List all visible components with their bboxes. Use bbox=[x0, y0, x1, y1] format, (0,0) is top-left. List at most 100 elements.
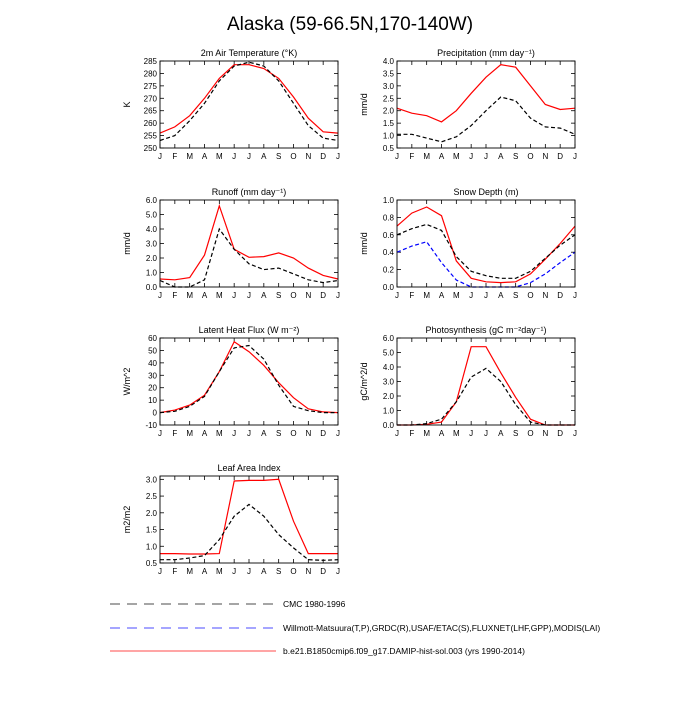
x-tick-label: M bbox=[186, 567, 193, 576]
series-line-3 bbox=[396, 241, 576, 288]
y-tick-label: 1.5 bbox=[146, 526, 158, 535]
plot-frame bbox=[396, 199, 576, 288]
x-tick-label: M bbox=[216, 152, 223, 161]
x-tick-label: N bbox=[305, 567, 311, 576]
x-tick-label: D bbox=[320, 152, 326, 161]
x-tick-label: S bbox=[276, 152, 281, 161]
x-tick-label: S bbox=[513, 429, 518, 438]
y-tick-label: 2.0 bbox=[146, 254, 158, 263]
series-line-1 bbox=[159, 64, 339, 134]
x-tick-label: A bbox=[439, 291, 445, 300]
x-tick-label: F bbox=[409, 291, 414, 300]
chart-panel-7: Leaf Area Index m2/m2 0.5 1.0 1.5 2.0 2.5 3.0 J F… bbox=[122, 463, 340, 576]
y-tick-label: 30 bbox=[148, 371, 157, 380]
y-tick-label: 275 bbox=[144, 82, 158, 91]
series-line-1 bbox=[159, 340, 339, 414]
y-axis-label: K bbox=[122, 101, 132, 107]
main-title: Alaska (59-66.5N,170-140W) bbox=[227, 14, 473, 35]
x-tick-label: J bbox=[469, 152, 473, 161]
y-tick-label: 1.0 bbox=[383, 196, 395, 205]
series-line-1 bbox=[396, 206, 576, 284]
x-tick-label: A bbox=[261, 567, 267, 576]
y-tick-label: 0.5 bbox=[146, 559, 158, 568]
x-tick-label: J bbox=[469, 429, 473, 438]
y-tick-label: 10 bbox=[148, 396, 157, 405]
x-tick-label: J bbox=[336, 567, 340, 576]
x-tick-label: A bbox=[439, 152, 445, 161]
y-tick-label: 20 bbox=[148, 384, 157, 393]
x-tick-label: A bbox=[439, 429, 445, 438]
y-tick-label: 0.2 bbox=[383, 266, 395, 275]
x-tick-label: J bbox=[158, 429, 162, 438]
y-axis-label: W/m^2 bbox=[122, 368, 132, 396]
x-tick-label: D bbox=[320, 429, 326, 438]
x-tick-label: J bbox=[395, 429, 399, 438]
y-tick-label: 60 bbox=[148, 334, 157, 343]
panel-title: 2m Air Temperature (°K) bbox=[201, 48, 297, 58]
series-line-2 bbox=[160, 503, 339, 561]
x-tick-label: A bbox=[202, 567, 208, 576]
panel-title: Precipitation (mm day⁻¹) bbox=[437, 48, 535, 58]
x-tick-label: J bbox=[232, 291, 236, 300]
y-tick-label: 0.6 bbox=[383, 231, 395, 240]
x-tick-label: J bbox=[484, 429, 488, 438]
x-tick-label: M bbox=[453, 152, 460, 161]
x-tick-label: F bbox=[172, 567, 177, 576]
x-tick-label: S bbox=[276, 291, 281, 300]
plot-frame bbox=[159, 475, 339, 564]
y-tick-label: 2.0 bbox=[146, 509, 158, 518]
x-tick-label: N bbox=[305, 429, 311, 438]
x-tick-label: D bbox=[320, 567, 326, 576]
x-tick-label: M bbox=[216, 567, 223, 576]
x-tick-label: S bbox=[513, 152, 518, 161]
series-line-1 bbox=[396, 64, 576, 123]
x-tick-label: A bbox=[202, 152, 208, 161]
x-tick-label: J bbox=[484, 291, 488, 300]
panel-title: Photosynthesis (gC m⁻²day⁻¹) bbox=[425, 325, 546, 335]
panel-title: Leaf Area Index bbox=[217, 463, 281, 473]
x-tick-label: S bbox=[513, 291, 518, 300]
x-tick-label: F bbox=[172, 291, 177, 300]
y-tick-label: 4.0 bbox=[146, 225, 158, 234]
y-tick-label: 2.5 bbox=[383, 94, 395, 103]
plot-frame bbox=[396, 60, 576, 149]
x-tick-label: J bbox=[247, 291, 251, 300]
x-tick-label: N bbox=[542, 291, 548, 300]
y-tick-label: 6.0 bbox=[146, 196, 158, 205]
y-axis-label: m2/m2 bbox=[122, 506, 132, 534]
x-tick-label: J bbox=[395, 291, 399, 300]
x-tick-label: F bbox=[172, 429, 177, 438]
x-tick-label: J bbox=[232, 567, 236, 576]
legend-label-1: CMC 1980-1996 bbox=[283, 599, 346, 609]
series-line-2 bbox=[397, 96, 576, 143]
x-tick-label: A bbox=[261, 291, 267, 300]
x-tick-label: J bbox=[336, 152, 340, 161]
legend: CMC 1980-1996 Willmott-Matsuura(T,P),GRDC… bbox=[110, 599, 600, 656]
chart-panel-1: 2m Air Temperature (°K) K 250 255 260 265 270 2… bbox=[122, 48, 340, 161]
y-tick-label: 0.4 bbox=[383, 248, 395, 257]
x-tick-label: J bbox=[158, 291, 162, 300]
panel-title: Latent Heat Flux (W m⁻²) bbox=[199, 325, 300, 335]
y-tick-label: 3.0 bbox=[146, 475, 158, 484]
x-tick-label: S bbox=[276, 429, 281, 438]
series-line-1 bbox=[159, 203, 339, 281]
y-tick-label: 280 bbox=[144, 69, 158, 78]
legend-label-2: Willmott-Matsuura(T,P),GRDC(R),USAF/ETAC… bbox=[283, 623, 600, 633]
x-tick-label: O bbox=[290, 429, 296, 438]
series-line-2 bbox=[159, 344, 338, 414]
x-tick-label: F bbox=[409, 152, 414, 161]
x-tick-label: O bbox=[290, 291, 296, 300]
series-line-1 bbox=[397, 346, 575, 426]
x-tick-label: O bbox=[527, 152, 533, 161]
y-tick-label: 1.0 bbox=[146, 542, 158, 551]
x-tick-label: A bbox=[202, 291, 208, 300]
y-tick-label: 0.8 bbox=[383, 213, 395, 222]
y-tick-label: 4.0 bbox=[383, 363, 395, 372]
x-tick-label: M bbox=[423, 429, 430, 438]
y-tick-label: 3.0 bbox=[383, 82, 395, 91]
x-tick-label: D bbox=[557, 291, 563, 300]
x-tick-label: O bbox=[290, 567, 296, 576]
y-tick-label: 1.0 bbox=[146, 269, 158, 278]
x-tick-label: J bbox=[484, 152, 488, 161]
